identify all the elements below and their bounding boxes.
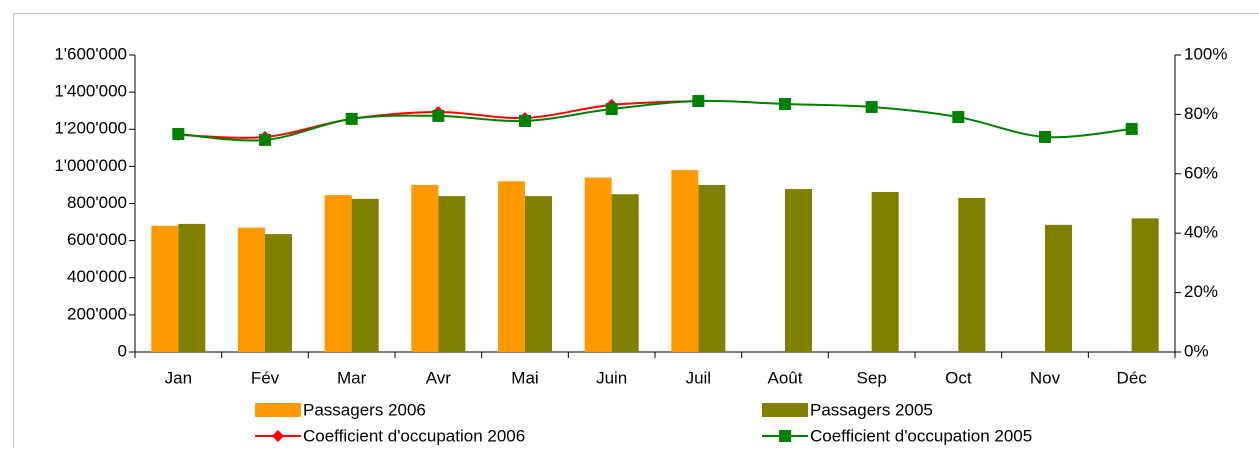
bar (498, 181, 525, 352)
legend-marker (779, 430, 791, 442)
y2-tick-label: 40% (1184, 223, 1218, 242)
x-tick-label: Mai (511, 368, 538, 387)
line-marker (259, 134, 271, 146)
x-tick-label: Août (768, 368, 803, 387)
bar (612, 194, 639, 352)
line-marker (952, 111, 964, 123)
x-tick-label: Avr (426, 368, 452, 387)
y-tick-label: 1'400'000 (54, 82, 127, 101)
y-tick-label: 1'000'000 (54, 156, 127, 175)
bar (585, 178, 612, 352)
line-marker (432, 110, 444, 122)
legend-marker (272, 430, 284, 442)
legend-label: Coefficient d'occupation 2005 (810, 426, 1032, 445)
y2-tick-label: 60% (1184, 163, 1218, 182)
line-marker (519, 115, 531, 127)
line-marker (606, 103, 618, 115)
bar (438, 196, 465, 352)
bar (352, 199, 379, 352)
bar (151, 226, 178, 352)
x-tick-label: Juil (686, 368, 712, 387)
line-marker (866, 101, 878, 113)
y-tick-label: 1'600'000 (54, 44, 127, 63)
y-tick-label: 200'000 (67, 304, 127, 323)
bar (958, 198, 985, 352)
line-marker (779, 98, 791, 110)
bar (1045, 225, 1072, 352)
bar (525, 196, 552, 352)
line-marker (1039, 131, 1051, 143)
x-tick-label: Fév (251, 368, 280, 387)
line-marker (172, 128, 184, 140)
line-marker (692, 95, 704, 107)
y-tick-label: 1'200'000 (54, 119, 127, 138)
y-tick-label: 400'000 (67, 267, 127, 286)
y2-tick-label: 0% (1184, 341, 1209, 360)
line-marker (1126, 123, 1138, 135)
bar (238, 228, 265, 352)
line (178, 101, 1131, 141)
bar (265, 234, 292, 352)
bar (1132, 218, 1159, 352)
bar (785, 189, 812, 352)
x-tick-label: Jan (165, 368, 192, 387)
y-tick-label: 600'000 (67, 230, 127, 249)
y2-tick-label: 100% (1184, 44, 1227, 63)
bar (325, 195, 352, 352)
x-tick-label: Oct (945, 368, 972, 387)
legend-swatch (255, 403, 301, 417)
bar (178, 224, 205, 352)
bar (411, 185, 438, 352)
y2-tick-label: 80% (1184, 104, 1218, 123)
x-tick-label: Mar (337, 368, 367, 387)
legend-swatch (762, 403, 808, 417)
bar (872, 192, 899, 352)
bar (671, 170, 698, 352)
x-tick-label: Sep (857, 368, 887, 387)
legend-label: Passagers 2005 (810, 400, 933, 419)
y-tick-label: 800'000 (67, 193, 127, 212)
x-tick-label: Nov (1030, 368, 1061, 387)
x-tick-label: Juin (596, 368, 627, 387)
line-marker (346, 113, 358, 125)
bar (698, 185, 725, 352)
legend-label: Coefficient d'occupation 2006 (303, 426, 525, 445)
y-tick-label: 0 (118, 341, 127, 360)
x-tick-label: Déc (1117, 368, 1148, 387)
legend-label: Passagers 2006 (303, 400, 426, 419)
y2-tick-label: 20% (1184, 282, 1218, 301)
